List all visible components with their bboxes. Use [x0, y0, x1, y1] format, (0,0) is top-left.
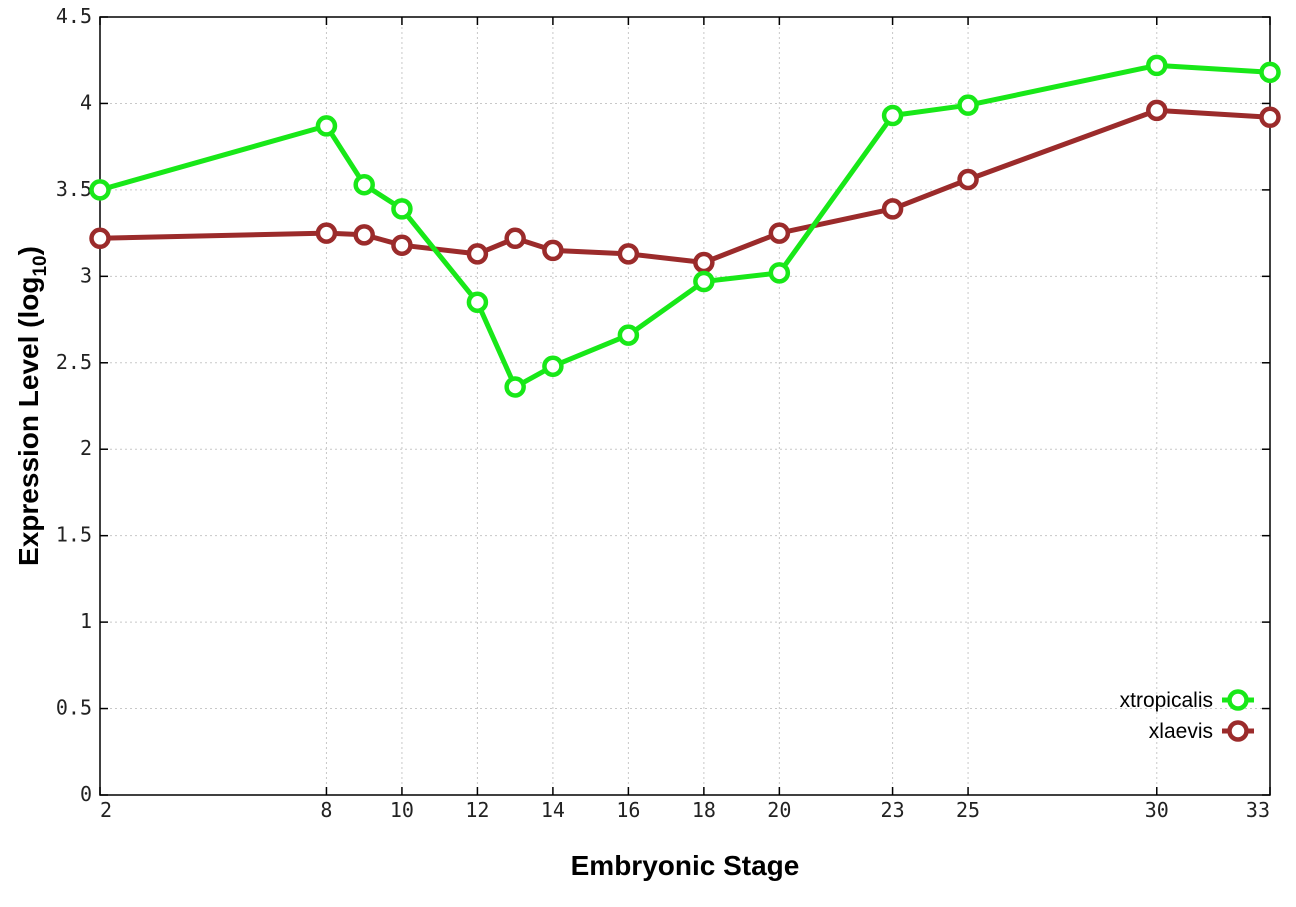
- x-tick-label: 12: [465, 798, 489, 822]
- data-point-xtropicalis: [542, 355, 564, 377]
- data-point-xtropicalis: [693, 270, 715, 293]
- legend-swatch-marker-xlaevis: [1227, 720, 1249, 742]
- x-axis-title: Embryonic Stage: [571, 850, 800, 881]
- x-tick-label: 18: [692, 798, 716, 822]
- data-point-xtropicalis: [768, 262, 791, 284]
- series-line-xlaevis: [99, 107, 1271, 265]
- x-tick-label: 25: [956, 798, 980, 822]
- y-tick-label: 2.5: [56, 350, 92, 374]
- data-point-xlaevis: [504, 227, 526, 250]
- y-tick-label: 0: [80, 782, 92, 806]
- data-point-xtropicalis: [504, 376, 526, 398]
- data-point-xlaevis: [542, 239, 564, 262]
- y-axis-title-main: Expression Level (log: [13, 277, 44, 566]
- y-tick-label: 3.5: [56, 177, 92, 201]
- series-group: [89, 54, 1281, 398]
- data-point-xtropicalis: [1259, 61, 1281, 84]
- legend-label-xtropicalis: xtropicalis: [1120, 689, 1213, 712]
- y-tick-label: 2: [80, 436, 92, 460]
- data-point-xlaevis: [1146, 99, 1168, 122]
- data-point-xlaevis: [1259, 106, 1281, 129]
- legend-swatch-marker-xtropicalis: [1227, 689, 1249, 711]
- data-point-xlaevis: [466, 243, 489, 265]
- data-point-xlaevis: [881, 198, 904, 220]
- data-point-xtropicalis: [89, 179, 111, 201]
- y-tick-label: 0.5: [56, 696, 92, 720]
- x-tick-label: 23: [881, 798, 905, 822]
- x-tick-label: 20: [767, 798, 791, 822]
- data-point-xlaevis: [768, 222, 791, 244]
- axis-ticks: 0 0.5 1 1.5 2 2.5 3 3.5 4 4.5 2 8 10 12 14 16 18 20 23 25 30…: [56, 4, 1271, 822]
- y-tick-label: 3: [80, 263, 92, 287]
- data-point-xtropicalis: [957, 94, 979, 116]
- y-tick-label: 4.5: [56, 4, 92, 28]
- y-tick-label: 1: [80, 609, 92, 633]
- data-point-xlaevis: [617, 243, 640, 265]
- data-point-xlaevis: [391, 234, 413, 256]
- y-axis-title-close: ): [13, 246, 44, 255]
- y-tick-label: 1.5: [56, 523, 92, 547]
- y-tick-label: 4: [80, 90, 92, 114]
- data-point-xtropicalis: [315, 115, 338, 137]
- legend: xtropicalis xlaevis: [1120, 689, 1254, 743]
- data-point-xlaevis: [353, 224, 375, 246]
- x-tick-label: 30: [1145, 798, 1169, 822]
- x-tick-label: 16: [616, 798, 640, 822]
- grid: [100, 17, 1270, 795]
- plot-frame: [99, 16, 1271, 796]
- data-point-xlaevis: [315, 222, 338, 244]
- x-tick-label: 2: [100, 798, 112, 822]
- y-axis-title-subscript: 10: [30, 255, 51, 276]
- x-tick-label: 10: [390, 798, 414, 822]
- data-point-xlaevis: [693, 251, 715, 274]
- data-point-xtropicalis: [881, 104, 904, 127]
- data-point-xtropicalis: [353, 173, 375, 196]
- series-line-xtropicalis: [99, 62, 1271, 390]
- data-point-xtropicalis: [391, 198, 413, 220]
- data-point-xlaevis: [957, 168, 979, 191]
- data-point-xtropicalis: [617, 324, 640, 346]
- legend-label-xlaevis: xlaevis: [1149, 720, 1213, 743]
- data-point-xlaevis: [89, 227, 111, 250]
- y-axis-title: Expression Level (log10): [13, 246, 51, 566]
- x-tick-label: 33: [1246, 798, 1270, 822]
- x-tick-label: 8: [320, 798, 332, 822]
- data-point-xtropicalis: [1146, 54, 1168, 77]
- x-tick-label: 14: [541, 798, 565, 822]
- data-point-xtropicalis: [466, 291, 489, 314]
